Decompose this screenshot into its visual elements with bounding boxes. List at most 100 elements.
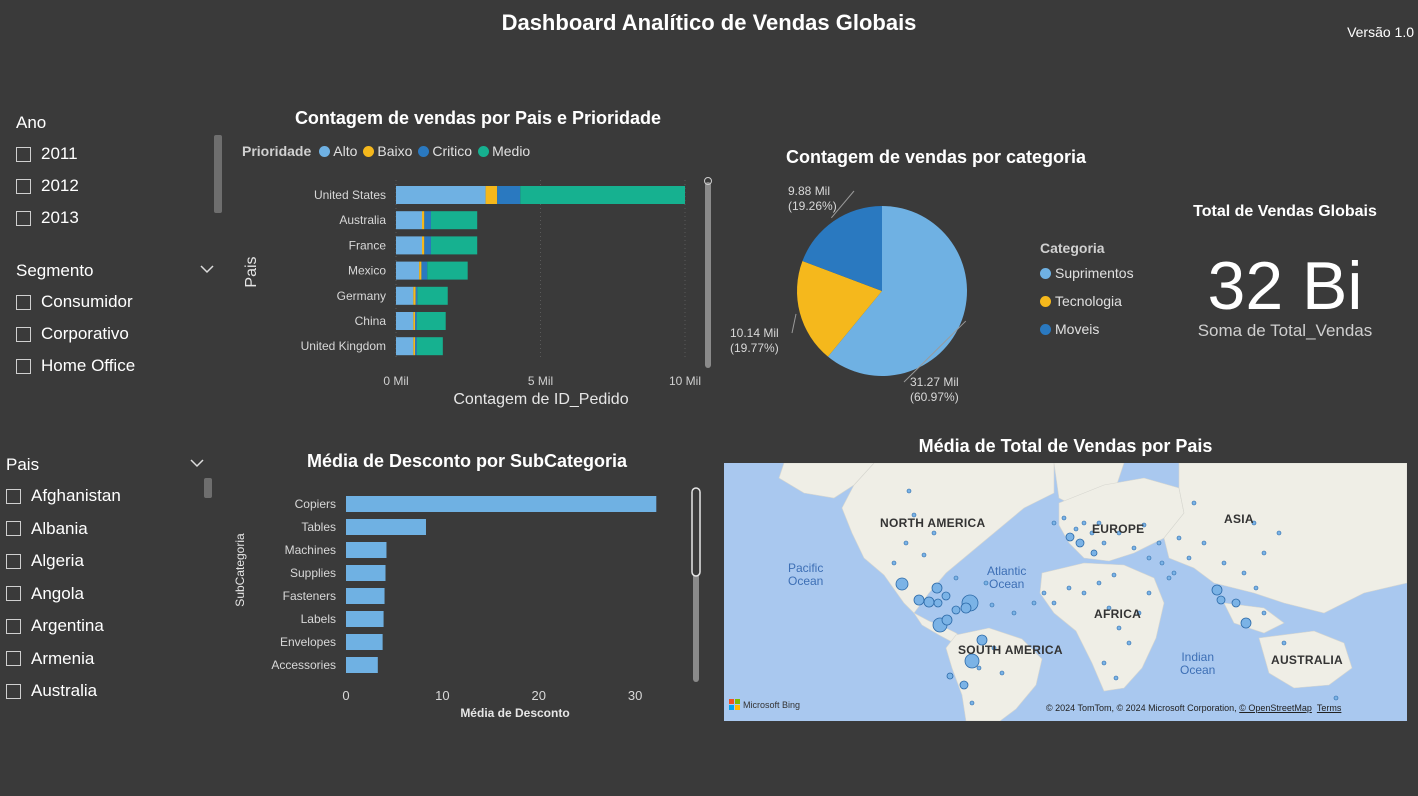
bar-segment[interactable] bbox=[396, 312, 414, 330]
checkbox[interactable] bbox=[6, 683, 21, 699]
slicer-pais-item[interactable]: Armenia bbox=[6, 643, 121, 676]
pie-slice[interactable] bbox=[827, 206, 967, 376]
bar[interactable] bbox=[346, 588, 385, 604]
chevron-down-icon[interactable] bbox=[200, 264, 214, 274]
continent-label: NORTH AMERICA bbox=[880, 516, 986, 530]
checkbox[interactable] bbox=[6, 618, 21, 634]
legend-title: Categoria bbox=[1040, 240, 1105, 256]
slicer-ano-scrollbar[interactable] bbox=[214, 135, 222, 213]
checkbox[interactable] bbox=[6, 488, 21, 504]
checkbox[interactable] bbox=[6, 651, 21, 667]
y-tick-label: Tables bbox=[301, 520, 336, 534]
slicer-pais-item[interactable]: Argentina bbox=[6, 610, 121, 643]
legend-item[interactable]: Moveis bbox=[1040, 315, 1134, 343]
x-tick-label: 0 Mil bbox=[383, 374, 408, 388]
sales-map[interactable]: NORTH AMERICA EUROPE ASIA AFRICA SOUTH A… bbox=[724, 463, 1407, 721]
bar-segment[interactable] bbox=[424, 211, 431, 230]
bar-segment[interactable] bbox=[422, 236, 425, 255]
legend-item[interactable]: Suprimentos bbox=[1040, 259, 1134, 287]
bar-segment[interactable] bbox=[396, 186, 486, 204]
osm-link[interactable]: © OpenStreetMap bbox=[1239, 703, 1312, 713]
slicer-ano-item[interactable]: 2013 bbox=[16, 202, 79, 234]
bar[interactable] bbox=[346, 565, 386, 581]
checkbox[interactable] bbox=[16, 294, 31, 310]
slicer-ano-item[interactable]: 2011 bbox=[16, 138, 79, 170]
bar-segment[interactable] bbox=[520, 186, 685, 204]
checkbox[interactable] bbox=[6, 553, 21, 569]
bar[interactable] bbox=[346, 496, 657, 512]
bar[interactable] bbox=[346, 611, 384, 627]
y-tick-label: United Kingdom bbox=[301, 339, 386, 353]
y-tick-label: Machines bbox=[285, 543, 336, 557]
slicer-pais-item[interactable]: Algeria bbox=[6, 545, 121, 578]
bar-segment[interactable] bbox=[427, 261, 468, 280]
legend-item[interactable]: Tecnologia bbox=[1040, 287, 1134, 315]
slicer-pais-item[interactable]: Angola bbox=[6, 578, 121, 611]
bar-segment[interactable] bbox=[419, 261, 422, 280]
chart-scrollbar[interactable] bbox=[705, 182, 711, 368]
bar-segment[interactable] bbox=[430, 211, 478, 230]
checkbox[interactable] bbox=[16, 358, 31, 374]
slicer-segmento-item[interactable]: Consumidor bbox=[16, 286, 135, 318]
checkbox[interactable] bbox=[16, 326, 31, 342]
bar-segment[interactable] bbox=[415, 286, 418, 305]
bar-segment[interactable] bbox=[422, 211, 425, 230]
bar-segment[interactable] bbox=[485, 186, 498, 204]
category-pie-chart[interactable]: 31.27 Mil(60.97%) 10.14 Mil(19.77%) 9.88 M… bbox=[720, 175, 1020, 405]
scroll-handle-icon[interactable] bbox=[704, 177, 712, 185]
bar-segment[interactable] bbox=[416, 312, 446, 330]
checkbox[interactable] bbox=[6, 521, 21, 537]
slicer-ano-list: 2011 2012 2013 bbox=[16, 138, 79, 234]
bar-segment[interactable] bbox=[415, 312, 417, 330]
slicer-pais-item[interactable]: Australia bbox=[6, 675, 121, 708]
bar-segment[interactable] bbox=[497, 186, 521, 204]
legend-item[interactable]: Medio bbox=[478, 143, 530, 159]
y-tick-label: China bbox=[355, 314, 387, 328]
bar-segment[interactable] bbox=[396, 211, 423, 230]
slicer-segmento-item[interactable]: Corporativo bbox=[16, 318, 135, 350]
pie-slice[interactable] bbox=[802, 206, 882, 291]
slicer-pais-item[interactable]: Albania bbox=[6, 513, 121, 546]
slicer-pais-scrollbar[interactable] bbox=[204, 478, 212, 498]
terms-link[interactable]: Terms bbox=[1316, 703, 1342, 713]
bar-segment[interactable] bbox=[421, 261, 428, 280]
slicer-pais-item[interactable]: Afghanistan bbox=[6, 480, 121, 513]
bar-segment[interactable] bbox=[396, 337, 414, 356]
bar-segment[interactable] bbox=[416, 337, 443, 356]
bar-segment[interactable] bbox=[396, 261, 420, 280]
continent-label: EUROPE bbox=[1092, 522, 1145, 536]
scrollbar-thumb[interactable] bbox=[691, 487, 701, 577]
bar-segment[interactable] bbox=[424, 236, 431, 255]
chevron-down-icon[interactable] bbox=[190, 458, 204, 468]
bar[interactable] bbox=[346, 542, 387, 558]
bar-segment[interactable] bbox=[417, 286, 448, 305]
pie-slice[interactable] bbox=[797, 261, 882, 357]
legend-item[interactable]: Critico bbox=[418, 143, 472, 159]
legend-item[interactable]: Baixo bbox=[363, 143, 412, 159]
checkbox[interactable] bbox=[16, 146, 31, 162]
bar[interactable] bbox=[346, 634, 383, 650]
checkbox[interactable] bbox=[16, 178, 31, 194]
bar-segment[interactable] bbox=[415, 337, 417, 356]
slicer-segmento-item[interactable]: Home Office bbox=[16, 350, 135, 382]
checkbox[interactable] bbox=[6, 586, 21, 602]
bar-segment[interactable] bbox=[413, 312, 416, 330]
label-leader-line bbox=[830, 190, 855, 219]
slicer-ano-item[interactable]: 2012 bbox=[16, 170, 79, 202]
x-axis-label: Média de Desconto bbox=[460, 706, 569, 720]
country-priority-chart[interactable]: 0 Mil 5 Mil 10 Mil United States Australia Fr… bbox=[236, 170, 722, 415]
y-axis-label: SubCategoria bbox=[233, 533, 247, 607]
discount-subcategory-chart[interactable]: 0 10 20 30 Copiers Tables Machines Supplies Fast… bbox=[228, 484, 706, 724]
bar-segment[interactable] bbox=[413, 286, 416, 305]
y-tick-label: France bbox=[349, 238, 387, 252]
bar-segment[interactable] bbox=[396, 286, 414, 305]
bar-segment[interactable] bbox=[430, 236, 478, 255]
bing-brand: Microsoft Bing bbox=[729, 699, 800, 710]
bar-segment[interactable] bbox=[396, 236, 423, 255]
bar[interactable] bbox=[346, 657, 378, 673]
dashboard-title: Dashboard Analítico de Vendas Globais bbox=[501, 10, 917, 35]
checkbox[interactable] bbox=[16, 210, 31, 226]
legend-item[interactable]: Alto bbox=[319, 143, 357, 159]
bar[interactable] bbox=[346, 519, 426, 535]
bar-segment[interactable] bbox=[413, 337, 416, 356]
